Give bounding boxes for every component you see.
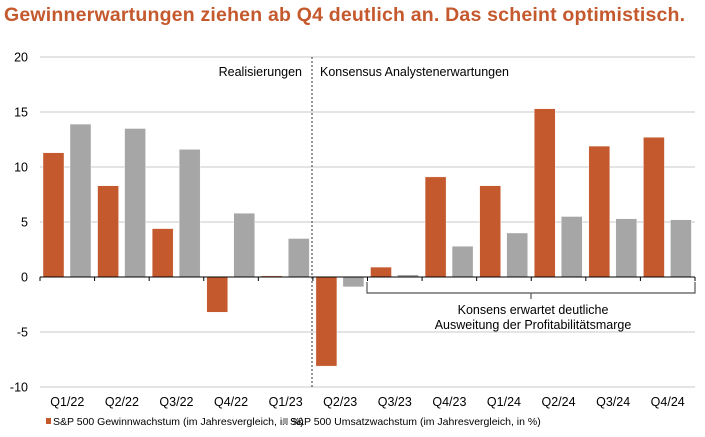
revenue-bar-Q2-23 [342,276,365,288]
x-axis-labels: Q1/22 Q2/22 Q3/22 Q4/22 Q1/23 Q2/23 Q3/23 Q4/23… [50,395,685,409]
label-realisierungen: Realisierungen [219,65,302,79]
y-tick-label: 0 [21,271,28,285]
y-tick-label: -5 [17,326,28,340]
x-tick-label: Q1/24 [487,395,521,409]
y-tick-label: 10 [14,161,28,175]
legend-swatch-revenue [283,418,288,424]
bracket-text-line1: Konsens erwartet deutliche [458,303,609,317]
x-tick-label: Q3/22 [159,395,193,409]
earnings-bar-Q4-22 [206,276,228,313]
earnings-bar-Q3-24 [588,145,611,278]
revenue-bar-Q3-22 [178,149,201,278]
y-tick-label: 5 [21,216,28,230]
x-axis [39,276,696,281]
x-tick-label: Q2/22 [105,395,139,409]
x-tick-label: Q1/23 [269,395,303,409]
x-tick-label: Q3/24 [596,395,630,409]
earnings-bar-Q2-23 [315,276,338,367]
x-tick-label: Q2/23 [323,395,357,409]
revenue-bar-Q2-24 [561,216,583,278]
revenue-bar-Q4-24 [670,219,692,278]
y-tick-label: 20 [14,51,28,65]
chart-title: Gewinnerwartungen ziehen ab Q4 deutlich … [4,4,686,26]
label-konsensus: Konsensus Analystenerwartungen [320,65,509,79]
legend-swatch-earnings [46,418,51,424]
x-tick-label: Q4/22 [214,395,248,409]
x-tick-label: Q1/22 [50,395,84,409]
earnings-bar-Q4-24 [643,137,665,278]
earnings-bar-Q3-23 [370,266,392,278]
revenue-bar-Q2-22 [124,128,146,278]
y-tick-label: 15 [14,106,28,120]
bars [42,108,692,367]
x-tick-label: Q4/24 [651,395,685,409]
gridlines [40,56,695,388]
earnings-bar-Q1-24 [479,185,501,278]
revenue-bar-Q4-23 [451,245,474,278]
legend: S&P 500 Gewinnwachstum (im Jahresverglei… [46,416,541,428]
legend-label-earnings: S&P 500 Gewinnwachstum (im Jahresverglei… [53,416,304,428]
earnings-bar-Q1-22 [42,152,65,278]
x-tick-label: Q2/24 [542,395,576,409]
y-axis-ticks: -10 -5 0 5 10 15 20 [10,51,28,395]
revenue-bar-Q1-22 [69,123,92,278]
bracket-text-line2: Ausweitung der Profitabilitätsmarge [435,318,632,332]
x-tick-label: Q3/23 [378,395,412,409]
revenue-bar-Q1-23 [288,238,310,278]
bracket [366,282,696,299]
earnings-bar-Q2-22 [97,185,119,278]
x-tick-label: Q4/23 [432,395,466,409]
earnings-bar-Q2-24 [534,108,556,278]
earnings-bar-Q3-22 [151,228,174,278]
revenue-bar-Q3-24 [615,218,638,278]
earnings-bar-Q4-23 [424,176,447,278]
y-tick-label: -10 [10,381,28,395]
legend-label-revenue: S&P 500 Umsatzwachstum (im Jahresverglei… [290,416,541,428]
revenue-bar-Q4-22 [233,212,255,278]
revenue-bar-Q1-24 [506,232,528,278]
